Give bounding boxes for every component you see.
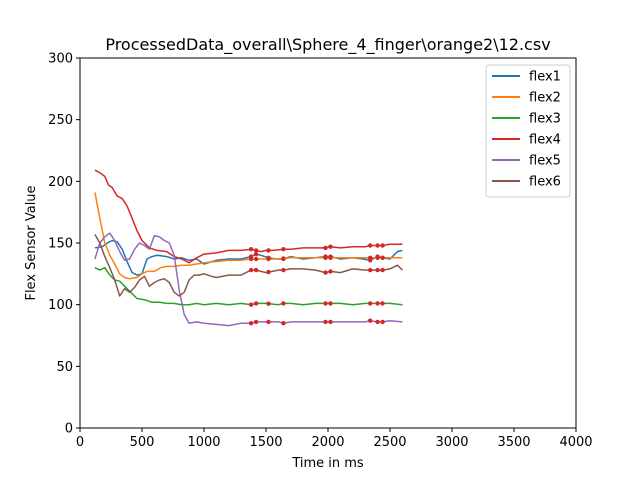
y-tick-label: 150 [48, 237, 73, 252]
sample-marker-flex3 [323, 301, 328, 306]
sample-marker-flex1 [253, 251, 259, 257]
sample-marker-flex2 [248, 256, 254, 262]
x-tick-label: 2000 [311, 435, 344, 450]
sample-marker-flex2 [328, 255, 333, 260]
sample-marker-flex3 [281, 301, 286, 306]
x-tick-label: 4000 [559, 435, 592, 450]
y-axis: 0 50 100 150 200 250 300 [48, 52, 80, 437]
sample-marker-flex5 [253, 319, 259, 325]
sample-marker-flex2 [323, 255, 328, 260]
y-tick-label: 250 [48, 113, 73, 128]
sample-marker-flex3 [266, 301, 271, 306]
legend-label-flex1: flex1 [529, 70, 561, 85]
y-tick-label: 200 [48, 175, 73, 190]
sample-marker-flex3 [328, 301, 333, 306]
sample-marker-flex3 [375, 301, 380, 306]
sample-marker-flex6 [323, 270, 328, 275]
sample-marker-flex3 [380, 301, 385, 306]
sample-marker-flex4 [323, 245, 328, 251]
y-tick-label: 50 [56, 360, 73, 375]
x-axis: 0 500 1000 1500 2000 2500 3000 3500 4000 [76, 428, 593, 450]
x-tick-label: 3500 [497, 435, 530, 450]
legend-label-flex2: flex2 [529, 91, 561, 106]
sample-marker-flex2 [266, 256, 271, 262]
legend-label-flex4: flex4 [529, 133, 561, 148]
x-tick-label: 0 [76, 435, 84, 450]
sample-marker-flex5 [281, 321, 286, 326]
sample-marker-flex4 [375, 243, 380, 248]
sample-marker-flex4 [248, 247, 254, 252]
sample-marker-flex5 [266, 319, 271, 325]
series-line-flex5 [94, 232, 403, 327]
sample-marker-flex5 [328, 319, 333, 325]
x-tick-label: 2500 [373, 435, 406, 450]
x-tick-label: 500 [130, 435, 155, 450]
y-tick-label: 0 [65, 422, 73, 437]
sample-marker-flex3 [253, 301, 259, 306]
sample-marker-flex4 [380, 243, 385, 248]
sample-marker-flex2 [380, 255, 385, 260]
sample-marker-flex3 [248, 302, 254, 307]
sample-marker-flex5 [375, 319, 380, 325]
sample-marker-flex6 [328, 269, 333, 274]
x-axis-label: Time in ms [291, 456, 364, 471]
sample-marker-flex5 [380, 319, 385, 325]
sample-marker-flex6 [368, 267, 373, 273]
legend: flex1 flex2 flex3 flex4 flex5 flex6 [485, 64, 571, 198]
sample-marker-flex6 [248, 267, 254, 273]
sample-marker-flex2 [281, 256, 286, 261]
sample-marker-flex6 [281, 267, 286, 273]
legend-label-flex6: flex6 [529, 175, 561, 190]
y-axis-label: Flex Sensor Value [24, 185, 39, 300]
x-tick-label: 1500 [249, 435, 282, 450]
y-tick-label: 300 [48, 52, 73, 67]
sample-marker-flex6 [375, 267, 380, 273]
series-line-flex3 [94, 266, 403, 306]
x-tick-label: 3000 [435, 435, 468, 450]
series-line-flex2 [94, 192, 403, 280]
sample-marker-flex2 [253, 256, 259, 262]
series-line-flex6 [94, 234, 403, 297]
sample-marker-flex2 [375, 255, 380, 260]
sample-marker-flex5 [323, 319, 328, 325]
sample-marker-flex6 [253, 267, 259, 273]
sample-marker-flex5 [368, 318, 373, 323]
series-line-flex4 [94, 169, 403, 264]
y-tick-label: 100 [48, 298, 73, 313]
sample-marker-flex4 [253, 248, 259, 253]
sample-marker-flex3 [368, 301, 373, 306]
chart-title: ProcessedData_overall\Sphere_4_finger\or… [105, 35, 550, 55]
sample-marker-flex6 [380, 267, 385, 273]
x-tick-label: 1000 [187, 435, 220, 450]
legend-label-flex3: flex3 [529, 112, 561, 127]
sample-marker-flex4 [281, 247, 286, 252]
sample-marker-flex2 [368, 255, 373, 260]
sample-marker-flex4 [328, 244, 333, 249]
sample-marker-flex4 [266, 248, 271, 253]
sample-marker-flex5 [248, 321, 254, 326]
legend-label-flex5: flex5 [529, 154, 561, 169]
sample-marker-flex4 [368, 243, 373, 248]
sample-marker-flex6 [266, 269, 271, 275]
